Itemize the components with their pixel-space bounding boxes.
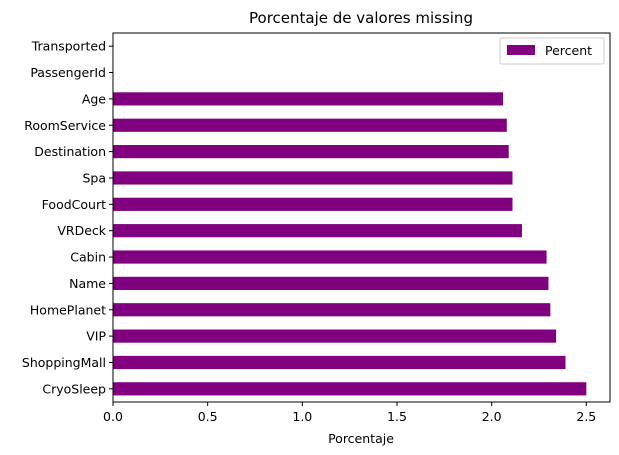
y-tick-label: Transported — [31, 39, 106, 54]
chart-title: Porcentaje de valores missing — [249, 9, 473, 27]
y-tick-label: VIP — [86, 329, 106, 344]
x-tick-label: 2.0 — [482, 409, 502, 424]
bar-vip — [113, 329, 557, 343]
x-tick-label: 0.0 — [103, 409, 123, 424]
y-tick-label: HomePlanet — [30, 302, 106, 317]
y-tick-label: Cabin — [70, 250, 106, 265]
legend: Percent — [499, 37, 605, 65]
y-tick-label: VRDeck — [57, 223, 106, 238]
x-tick-label: 1.5 — [387, 409, 407, 424]
plot-frame — [112, 32, 611, 403]
bar-name — [113, 276, 549, 290]
x-tick-label: 0.5 — [198, 409, 218, 424]
y-axis-ticks: CryoSleep ShoppingMall VIP HomePlanet Name Ca… — [22, 39, 113, 396]
x-tick-label: 1.0 — [292, 409, 312, 424]
y-tick-label: CryoSleep — [42, 381, 106, 396]
bar-cabin — [113, 250, 547, 264]
x-tick-label: 2.5 — [576, 409, 596, 424]
bar-homeplanet — [113, 303, 551, 317]
bar-vrdeck — [113, 224, 522, 238]
y-tick-label: Destination — [34, 144, 106, 159]
bar-spa — [113, 171, 513, 185]
x-axis-ticks: 0.0 0.5 1.0 1.5 2.0 2.5 — [103, 402, 596, 424]
bar-foodcourt — [113, 197, 513, 211]
y-tick-label: Age — [82, 91, 106, 106]
y-tick-label: PassengerId — [30, 65, 106, 80]
bar-age — [113, 92, 504, 106]
legend-box — [499, 37, 605, 65]
y-tick-label: Name — [69, 276, 106, 291]
y-tick-label: Spa — [82, 170, 106, 185]
y-tick-label: RoomService — [24, 118, 106, 133]
legend-swatch — [507, 45, 535, 55]
legend-label: Percent — [545, 43, 592, 58]
y-tick-label: ShoppingMall — [22, 355, 106, 370]
bar-destination — [113, 145, 509, 159]
bar-cryosleep — [113, 382, 587, 396]
x-axis-label: Porcentaje — [328, 431, 394, 446]
bars-group — [113, 92, 587, 396]
bar-shoppingmall — [113, 355, 566, 370]
bar-roomservice — [113, 118, 507, 132]
y-tick-label: FoodCourt — [42, 197, 106, 212]
